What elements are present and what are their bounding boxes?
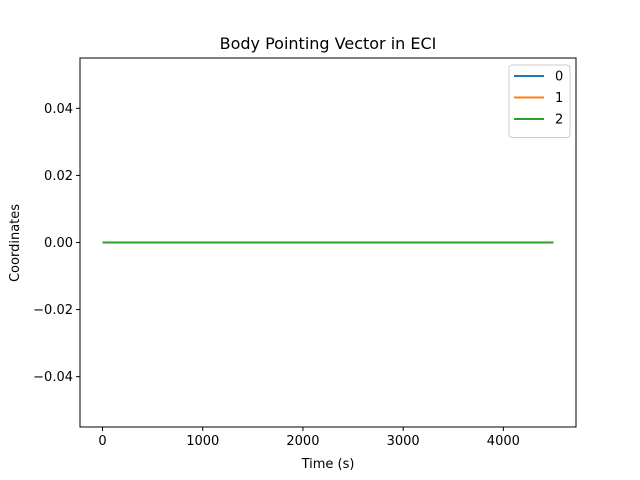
y-axis-title: Coordinates: [8, 204, 23, 282]
x-tick-label: 3000: [387, 434, 420, 449]
plot-frame: [79, 57, 577, 428]
y-tick-label: 0.00: [44, 236, 73, 251]
y-tick-label: −0.04: [33, 370, 73, 385]
legend: 0 1 2: [508, 64, 571, 138]
y-axis: −0.04 −0.02 0.00 0.02 0.04: [33, 102, 80, 385]
x-axis: 0 1000 2000 3000 4000: [98, 427, 520, 449]
legend-label: 2: [555, 113, 563, 128]
x-tick-label: 4000: [487, 434, 520, 449]
y-tick-label: 0.02: [44, 169, 73, 184]
x-tick-label: 1000: [186, 434, 219, 449]
x-tick-label: 0: [98, 434, 106, 449]
legend-label: 1: [555, 91, 563, 106]
y-tick-label: −0.02: [33, 303, 73, 318]
chart-title: Body Pointing Vector in ECI: [220, 34, 437, 53]
legend-label: 0: [555, 70, 563, 85]
x-axis-title: Time (s): [301, 457, 355, 472]
y-tick-label: 0.04: [44, 102, 73, 117]
x-tick-label: 2000: [286, 434, 319, 449]
